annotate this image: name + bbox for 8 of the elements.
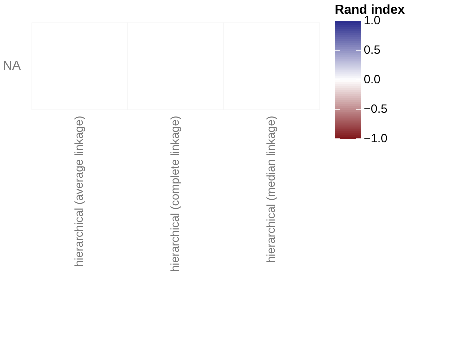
color-bar-label: −0.5 <box>364 102 388 116</box>
color-bar-label: 0.0 <box>364 72 382 86</box>
y-tick-label: NA <box>2 58 22 74</box>
x-tick-label: hierarchical (median linkage) <box>266 116 278 264</box>
x-tick-label: hierarchical (complete linkage) <box>170 116 182 272</box>
x-tick-label: hierarchical (average linkage) <box>74 116 86 267</box>
color-bar-label: −1.0 <box>364 131 388 146</box>
color-bar-label: 0.5 <box>364 42 382 57</box>
